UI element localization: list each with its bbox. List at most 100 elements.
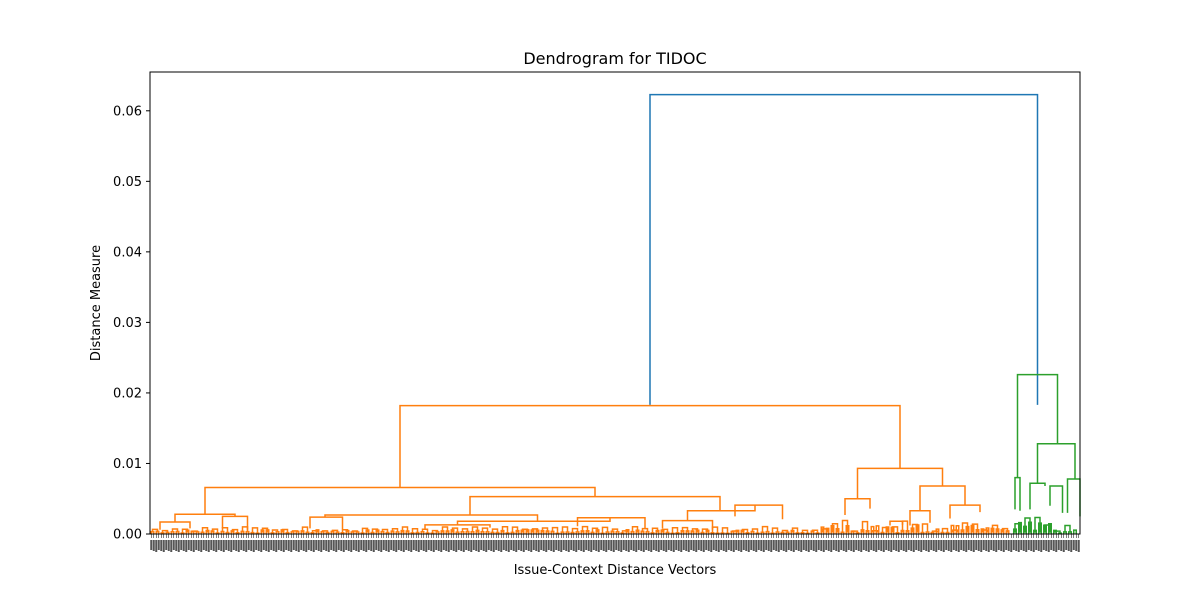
- cluster_1-link: [761, 525, 769, 533]
- cluster_2-link: [1054, 530, 1061, 533]
- cluster_1-link: [931, 530, 939, 533]
- cluster_1-link: [315, 529, 320, 534]
- leaf-tick-label: [945, 540, 948, 550]
- leaf-tick-label: [970, 540, 973, 551]
- leaf-tick-label: [992, 540, 995, 551]
- cluster_1-link: [881, 526, 889, 533]
- leaf-tick-label: [1060, 540, 1063, 551]
- leaf-tick-label: [480, 540, 483, 550]
- leaf-tick-label: [185, 540, 188, 552]
- leaf-tick-label: [217, 540, 220, 550]
- leaf-tick-label: [425, 540, 428, 552]
- cluster_1-link: [291, 530, 299, 533]
- leaf-tick-label: [430, 540, 433, 551]
- leaf-tick-label: [532, 540, 535, 550]
- leaf-tick-label: [705, 540, 708, 550]
- leaf-tick-label: [962, 540, 965, 551]
- leaf-tick-label: [427, 540, 430, 550]
- leaf-tick-label: [507, 540, 510, 552]
- leaf-tick-label: [775, 540, 778, 551]
- leaf-tick-label: [790, 540, 793, 551]
- cluster_1-link: [909, 509, 931, 526]
- leaf-tick-label: [935, 540, 938, 552]
- leaf-tick-label: [742, 540, 745, 550]
- leaf-tick-label: [322, 540, 325, 550]
- leaf-tick-label: [200, 540, 203, 552]
- leaf-tick-label: [897, 540, 900, 552]
- leaf-tick-label: [757, 540, 760, 550]
- cluster_1-link: [771, 527, 779, 533]
- leaf-tick-label: [440, 540, 443, 552]
- leaf-tick-label: [510, 540, 513, 550]
- cluster_1-link: [181, 528, 189, 533]
- leaf-tick-label: [882, 540, 885, 552]
- leaf-tick-label: [352, 540, 355, 550]
- leaf-tick-label: [445, 540, 448, 551]
- leaf-tick-label: [792, 540, 795, 552]
- leaf-tick-label: [567, 540, 570, 552]
- leaf-tick-label: [315, 540, 318, 550]
- leaf-tick-label: [337, 540, 340, 550]
- cluster_1-link: [211, 528, 219, 533]
- leaf-tick-label: [597, 540, 600, 552]
- leaf-tick-label: [547, 540, 550, 550]
- leaf-tick-label: [162, 540, 165, 552]
- y-tick-label: 0.03: [113, 316, 142, 331]
- cluster_1-link: [381, 528, 389, 533]
- leaf-tick-label: [355, 540, 358, 551]
- leaf-tick-label: [215, 540, 218, 552]
- leaf-tick-label: [205, 540, 208, 551]
- leaf-tick-label: [252, 540, 255, 552]
- cluster_1-link: [621, 530, 629, 533]
- cluster_1-link: [410, 532, 415, 534]
- leaf-tick-label: [347, 540, 350, 551]
- cluster_1-link: [301, 526, 309, 533]
- leaf-tick-label: [245, 540, 248, 552]
- leaf-tick-label: [1057, 540, 1060, 550]
- leaf-tick-label: [335, 540, 338, 552]
- cluster_1-link: [981, 529, 989, 533]
- cluster_1-link: [431, 529, 439, 533]
- leaf-tick-label: [750, 540, 753, 550]
- cluster_1-link: [751, 528, 759, 533]
- cluster_1-link: [691, 528, 699, 533]
- leaf-tick-label: [627, 540, 630, 552]
- leaf-tick-label: [837, 540, 840, 552]
- leaf-tick-label: [497, 540, 500, 551]
- leaf-tick-label: [262, 540, 265, 550]
- cluster_1-link: [341, 529, 349, 533]
- cluster_1-link: [331, 529, 339, 533]
- leaf-tick-label: [170, 540, 173, 552]
- leaf-tick-label: [585, 540, 588, 550]
- cluster_1-link: [980, 528, 985, 534]
- leaf-tick-label: [165, 540, 168, 550]
- leaf-tick-label: [230, 540, 233, 552]
- leaf-tick-label: [702, 540, 705, 552]
- leaf-tick-label: [465, 540, 468, 550]
- leaf-tick-label: [960, 540, 963, 550]
- cluster_1-link: [650, 532, 655, 534]
- cluster_1-link: [491, 528, 499, 533]
- leaf-tick-label: [732, 540, 735, 552]
- leaf-tick-label: [985, 540, 988, 551]
- leaf-tick-label: [310, 540, 313, 551]
- leaf-tick-label: [785, 540, 788, 552]
- leaf-tick-label: [350, 540, 353, 552]
- leaf-tick-label: [167, 540, 170, 551]
- leaf-tick-label: [662, 540, 665, 551]
- leaf-tick-label: [657, 540, 660, 552]
- leaf-tick-label: [997, 540, 1000, 550]
- leaf-tick-label: [920, 540, 923, 552]
- leaf-tick-label: [957, 540, 960, 552]
- leaf-tick-label: [202, 540, 205, 550]
- leaf-tick-label: [472, 540, 475, 550]
- leaf-tick-label: [255, 540, 258, 550]
- leaf-tick-label: [615, 540, 618, 550]
- leaf-tick-label: [377, 540, 380, 551]
- cluster_1-link: [731, 530, 739, 533]
- leaf-tick-label: [802, 540, 805, 550]
- leaf-tick-label: [877, 540, 880, 550]
- leaf-tick-label: [712, 540, 715, 550]
- cluster_1-link: [919, 485, 966, 511]
- leaf-tick-label: [830, 540, 833, 552]
